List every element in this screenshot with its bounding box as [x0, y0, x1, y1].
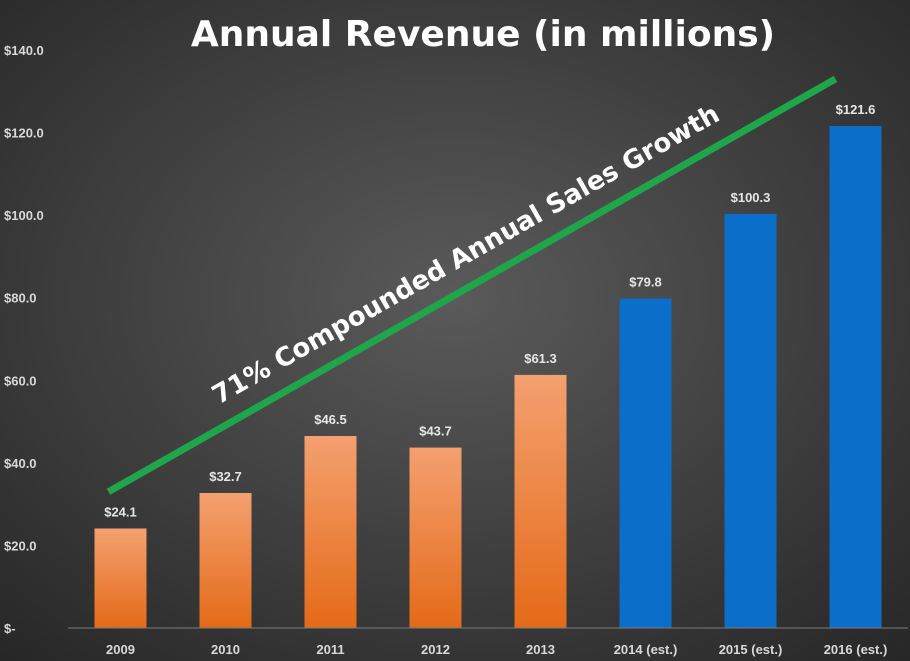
- data-label: $46.5: [314, 412, 347, 427]
- y-tick-label: $40.0: [4, 456, 37, 471]
- data-label: $100.3: [731, 190, 771, 205]
- x-axis: 2009 2010 2011 2012 2013 2014 (est.) 2015 (est…: [68, 627, 908, 657]
- bar-2013: [514, 374, 567, 628]
- data-label: $121.6: [836, 102, 876, 117]
- bar-2016-est: [829, 125, 882, 629]
- x-tick-label: 2010: [211, 642, 240, 657]
- data-label: $43.7: [419, 424, 452, 439]
- y-tick-label: $100.0: [4, 208, 44, 223]
- data-label: $79.8: [629, 275, 662, 290]
- x-tick-label: 2009: [106, 642, 135, 657]
- x-tick-label: 2014 (est.): [614, 642, 678, 657]
- x-tick-label: 2011: [316, 642, 344, 657]
- x-tick-label: 2013: [526, 642, 555, 657]
- data-labels: $24.1 $32.7 $46.5 $43.7 $61.3 $79.8 $100.3 $121…: [104, 102, 875, 520]
- data-label: $24.1: [104, 505, 137, 520]
- y-axis: $- $20.0 $40.0 $60.0 $80.0 $100.0 $120.0 $140.0: [4, 43, 44, 636]
- x-tick-label: 2015 (est.): [719, 642, 783, 657]
- bar-2011: [304, 436, 357, 628]
- bar-2012: [409, 447, 462, 628]
- bar-2010: [199, 492, 252, 628]
- trend-line: [106, 75, 838, 495]
- y-tick-label: $140.0: [4, 43, 44, 58]
- bar-2015-est: [724, 213, 777, 628]
- bar-2014-est: [619, 298, 672, 628]
- y-tick-label: $-: [4, 621, 16, 636]
- bars: [94, 125, 882, 629]
- y-tick-label: $60.0: [4, 373, 37, 388]
- data-label: $61.3: [524, 351, 557, 366]
- y-tick-label: $120.0: [4, 126, 44, 141]
- x-tick-label: 2012: [421, 642, 450, 657]
- bar-2009: [94, 528, 147, 628]
- chart-title: Annual Revenue (in millions): [191, 14, 775, 55]
- data-label: $32.7: [209, 469, 242, 484]
- y-tick-label: $80.0: [4, 291, 37, 306]
- x-tick-label: 2016 (est.): [824, 642, 888, 657]
- y-tick-label: $20.0: [4, 538, 37, 553]
